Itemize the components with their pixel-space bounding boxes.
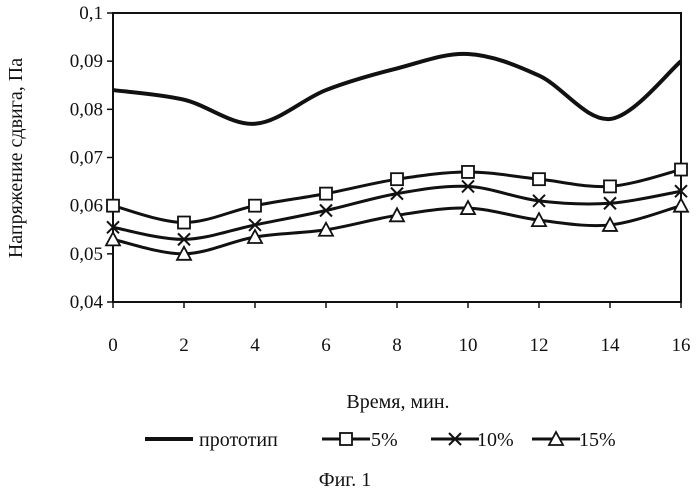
- legend-label: прототип: [199, 429, 278, 451]
- data-point-series-2: [320, 188, 332, 200]
- x-tick-label: 4: [250, 335, 260, 356]
- data-point-series-2: [107, 200, 119, 212]
- figure-caption: Фиг. 1: [319, 469, 371, 491]
- y-tick-label: 0,04: [70, 292, 104, 313]
- legend-label: 15%: [579, 429, 616, 451]
- y-tick-label: 0,07: [70, 148, 103, 169]
- data-point-series-2: [391, 173, 403, 185]
- x-tick-label: 10: [459, 335, 478, 356]
- x-tick-label: 2: [179, 335, 189, 356]
- legend-label: 10%: [477, 429, 514, 451]
- x-axis-title: Время, мин.: [346, 391, 449, 413]
- data-point-series-2: [249, 200, 261, 212]
- data-point-series-2: [604, 180, 616, 192]
- x-tick-label: 16: [672, 335, 691, 356]
- data-point-series-2: [533, 173, 545, 185]
- x-tick-label: 8: [392, 335, 402, 356]
- y-tick-label: 0,09: [70, 51, 103, 72]
- x-tick-label: 6: [321, 335, 331, 356]
- data-point-series-2: [178, 217, 190, 229]
- y-tick-label: 0,06: [70, 196, 103, 217]
- y-tick-label: 0,05: [70, 244, 103, 265]
- legend-label: 5%: [371, 429, 398, 451]
- data-point-series-2: [675, 164, 687, 176]
- legend-marker: [340, 433, 352, 445]
- y-tick-label: 0,08: [70, 99, 103, 120]
- x-tick-label: 14: [601, 335, 621, 356]
- x-tick-label: 0: [108, 335, 118, 356]
- y-tick-label: 0,1: [79, 3, 103, 24]
- y-axis-title: Напряжение сдвига, Па: [5, 58, 27, 258]
- x-tick-label: 12: [530, 335, 549, 356]
- data-point-series-2: [462, 166, 474, 178]
